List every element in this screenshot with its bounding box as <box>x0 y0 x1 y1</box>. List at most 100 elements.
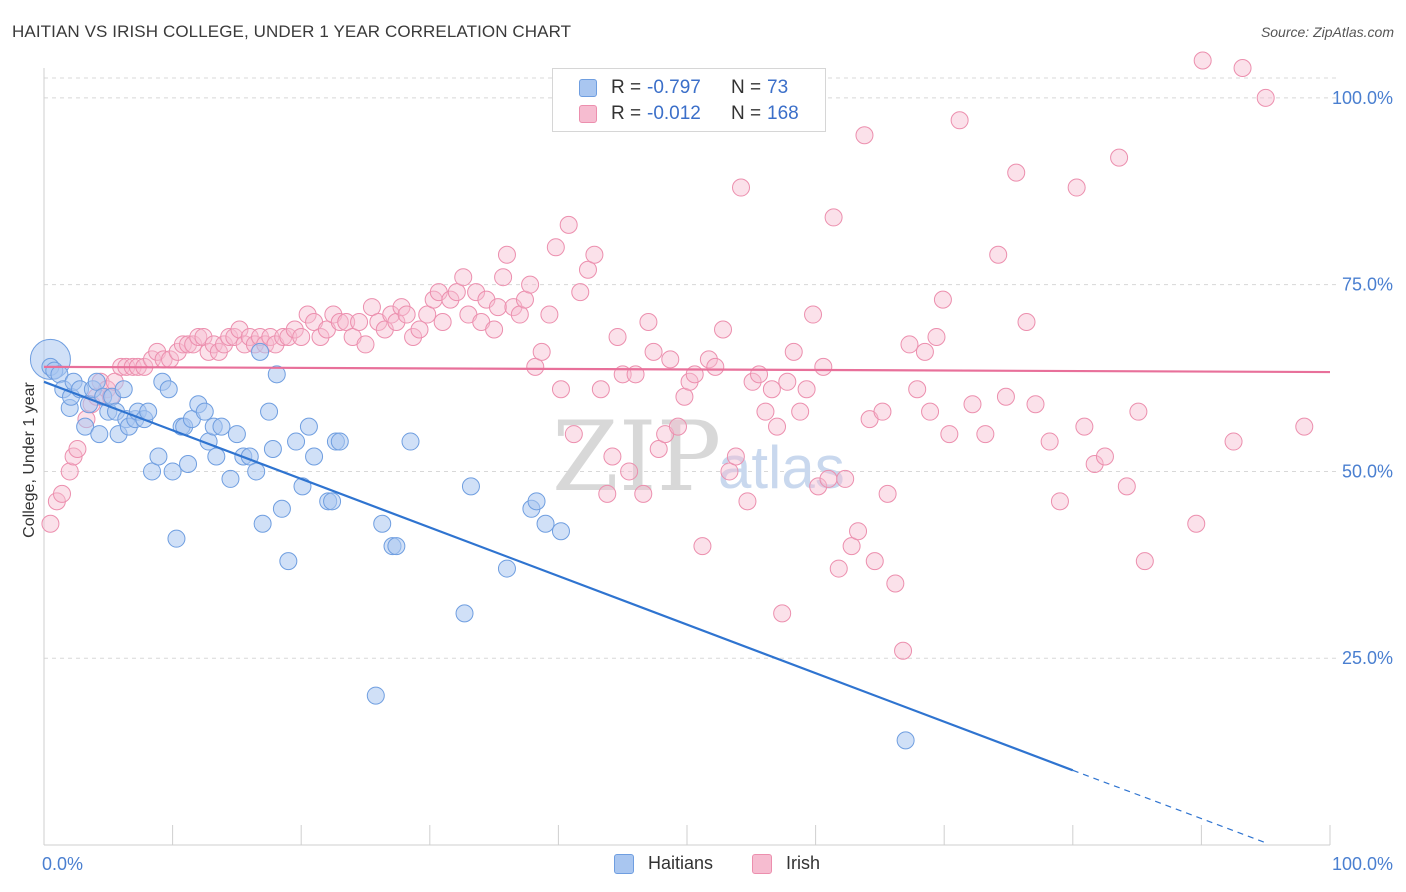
irish-point <box>418 305 437 324</box>
haitian-point <box>551 522 570 541</box>
irish-point <box>546 238 565 257</box>
irish-point <box>762 380 781 399</box>
haitian-point <box>251 342 270 361</box>
irish-point <box>855 126 874 145</box>
irish-point <box>1193 51 1212 70</box>
chart-source: Source: ZipAtlas.com <box>1260 24 1394 40</box>
irish-point <box>60 462 79 481</box>
irish-point <box>1117 477 1136 496</box>
irish-point <box>768 417 787 436</box>
irish-point <box>685 365 704 384</box>
haitian-point <box>366 686 385 705</box>
haitian-point <box>267 365 286 384</box>
legend-label-irish: Irish <box>786 853 821 873</box>
irish-point <box>976 425 995 444</box>
haitian-point <box>179 454 198 473</box>
irish-point <box>908 380 927 399</box>
irish-point <box>330 313 349 332</box>
irish-point <box>699 350 718 369</box>
haitian-point <box>159 380 178 399</box>
irish-point <box>1095 447 1114 466</box>
irish-point <box>950 111 969 130</box>
irish-point <box>410 320 429 339</box>
irish-point <box>661 350 680 369</box>
irish-point <box>743 372 762 391</box>
haitian-point <box>221 469 240 488</box>
haitians-trend-line <box>43 380 1074 772</box>
haitian-point <box>76 417 95 436</box>
irish-point <box>337 313 356 332</box>
haitian-point <box>212 417 231 436</box>
irish-point <box>693 537 712 556</box>
watermark: ZIP atlas <box>552 401 845 513</box>
haitian-point <box>387 537 406 556</box>
haitian-point <box>323 492 342 511</box>
irish-point <box>900 335 919 354</box>
irish-point <box>515 290 534 309</box>
haitian-point <box>260 402 279 421</box>
irish-point <box>467 283 486 302</box>
irish-point <box>814 357 833 376</box>
irish-point <box>173 335 192 354</box>
legend-swatch-irish <box>752 854 772 874</box>
irish-point <box>720 462 739 481</box>
irish-point <box>1110 148 1129 167</box>
irish-point <box>809 477 828 496</box>
irish-point <box>620 462 639 481</box>
irish-point <box>1129 402 1148 421</box>
irish-point <box>1085 454 1104 473</box>
legend-swatch-irish <box>579 105 597 123</box>
irish-point <box>441 290 460 309</box>
haitian-point <box>227 425 246 444</box>
irish-point <box>598 484 617 503</box>
legend-n-label: N = <box>731 103 762 124</box>
haitian-point <box>536 514 555 533</box>
irish-point <box>551 380 570 399</box>
irish-point <box>878 484 897 503</box>
irish-point <box>842 537 861 556</box>
irish-point <box>644 342 663 361</box>
irish-point <box>1026 395 1045 414</box>
irish-point <box>1017 313 1036 332</box>
y-tick-label: 25.0% <box>1342 648 1393 668</box>
irish-point <box>1040 432 1059 451</box>
irish-point <box>1224 432 1243 451</box>
irish-point <box>784 342 803 361</box>
y-tick-label: 100.0% <box>1332 88 1393 108</box>
irish-point <box>540 305 559 324</box>
haitian-point <box>896 731 915 750</box>
irish-point <box>220 327 239 346</box>
irish-point <box>819 469 838 488</box>
irish-point <box>873 402 892 421</box>
irish-point <box>639 313 658 332</box>
irish-point <box>927 327 946 346</box>
haitian-point <box>247 462 266 481</box>
haitian-point <box>143 462 162 481</box>
haitian-point <box>527 492 546 511</box>
haitian-point <box>87 372 106 391</box>
irish-point <box>732 178 751 197</box>
irish-point <box>778 372 797 391</box>
irish-point <box>362 298 381 317</box>
irish-point <box>298 305 317 324</box>
irish-point <box>1233 59 1252 77</box>
irish-point <box>1187 514 1206 533</box>
irish-point <box>963 395 982 414</box>
irish-point <box>668 417 687 436</box>
irish-point <box>285 320 304 339</box>
irish-point <box>532 342 551 361</box>
irish-point <box>634 484 653 503</box>
haitian-point <box>455 604 474 623</box>
irish-point <box>933 290 952 309</box>
legend-n-value: 168 <box>767 103 799 124</box>
irish-point <box>996 387 1015 406</box>
haitian-point <box>299 417 318 436</box>
irish-point <box>494 268 513 287</box>
legend-r-value: -0.797 <box>647 77 701 98</box>
irish-point <box>804 305 823 324</box>
irish-point <box>485 320 504 339</box>
irish-point <box>649 440 668 459</box>
legend-row-irish: R = -0.012 N = 168 <box>553 101 825 127</box>
irish-point <box>726 447 745 466</box>
